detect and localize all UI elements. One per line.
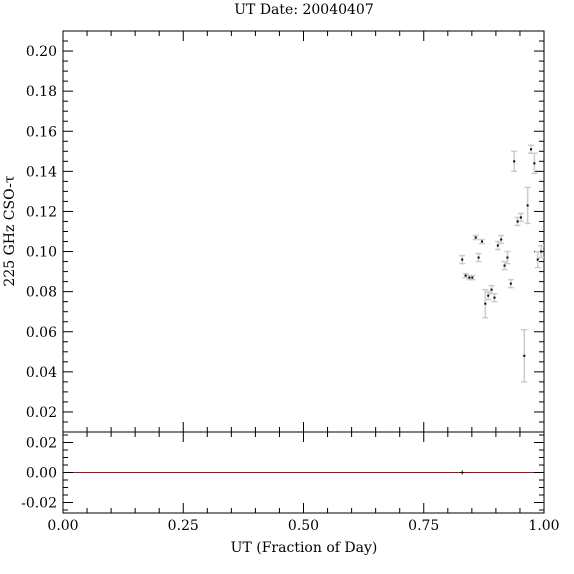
data-point: [523, 354, 526, 357]
x-tick-label: 0.00: [47, 518, 78, 534]
top-y-tick-label: 0.20: [26, 44, 57, 60]
x-tick-label: 1.00: [528, 518, 559, 534]
bottom-y-tick-label: -0.02: [21, 496, 57, 512]
data-point: [500, 238, 503, 241]
top-y-tick-label: 0.06: [26, 325, 57, 341]
data-point: [468, 276, 471, 279]
top-y-tick-label: 0.12: [26, 204, 57, 220]
top-y-ticks: 0.02 0.04 0.06 0.08 0.10 0.12 0.14 0.16 0.18 0.20: [26, 40, 544, 423]
top-y-tick-label: 0.16: [26, 124, 57, 140]
bottom-y-tick-label: 0.02: [26, 436, 57, 452]
data-point: [490, 288, 493, 291]
data-point: [480, 240, 483, 243]
data-point: [503, 264, 506, 267]
data-point: [496, 244, 499, 247]
top-y-tick-label: 0.14: [26, 164, 57, 180]
top-plot-panel: 0.02 0.04 0.06 0.08 0.10 0.12 0.14 0.16 0.18 0.20: [26, 30, 545, 433]
data-point: [487, 294, 490, 297]
x-tick-label: 0.75: [408, 518, 439, 534]
top-x-ticks: [62, 31, 545, 432]
data-point: [526, 204, 529, 207]
data-point: [509, 282, 512, 285]
top-error-bars: [459, 144, 545, 383]
x-tick-label: 0.25: [168, 518, 199, 534]
data-point: [519, 216, 522, 219]
data-point: [471, 276, 474, 279]
data-point: [540, 250, 543, 253]
x-tick-label: 0.50: [288, 518, 319, 534]
bottom-y-tick-label: 0.00: [26, 466, 57, 482]
data-point: [484, 302, 487, 305]
bottom-data-points: [460, 470, 465, 475]
top-y-tick-label: 0.18: [26, 84, 57, 100]
top-data-points: [461, 148, 543, 357]
data-point: [536, 258, 539, 261]
data-point: [516, 220, 519, 223]
data-point: [530, 148, 533, 151]
top-y-tick-label: 0.02: [26, 405, 57, 421]
data-point: [513, 160, 516, 163]
top-y-tick-label: 0.08: [26, 285, 57, 301]
top-plot-frame: [62, 30, 545, 433]
y-axis-label: 225 GHz CSO-τ: [2, 175, 18, 286]
x-axis-label: UT (Fraction of Day): [231, 540, 378, 556]
data-point: [477, 256, 480, 259]
bottom-y-ticks: -0.02 0.00 0.02: [21, 434, 544, 512]
top-y-tick-label: 0.10: [26, 245, 57, 261]
data-point: [474, 236, 477, 239]
chart-title: UT Date: 20040407: [234, 2, 374, 18]
data-point: [461, 258, 464, 261]
bottom-plot-panel: -0.02 0.00 0.02 0.00 0.25 0.50 0.75 1.00: [21, 431, 560, 534]
top-y-tick-label: 0.04: [26, 365, 57, 381]
data-point: [464, 274, 467, 277]
data-point: [533, 162, 536, 165]
data-point: [506, 256, 509, 259]
bottom-x-ticks: 0.00 0.25 0.50 0.75 1.00: [47, 432, 560, 534]
data-point: [493, 296, 496, 299]
